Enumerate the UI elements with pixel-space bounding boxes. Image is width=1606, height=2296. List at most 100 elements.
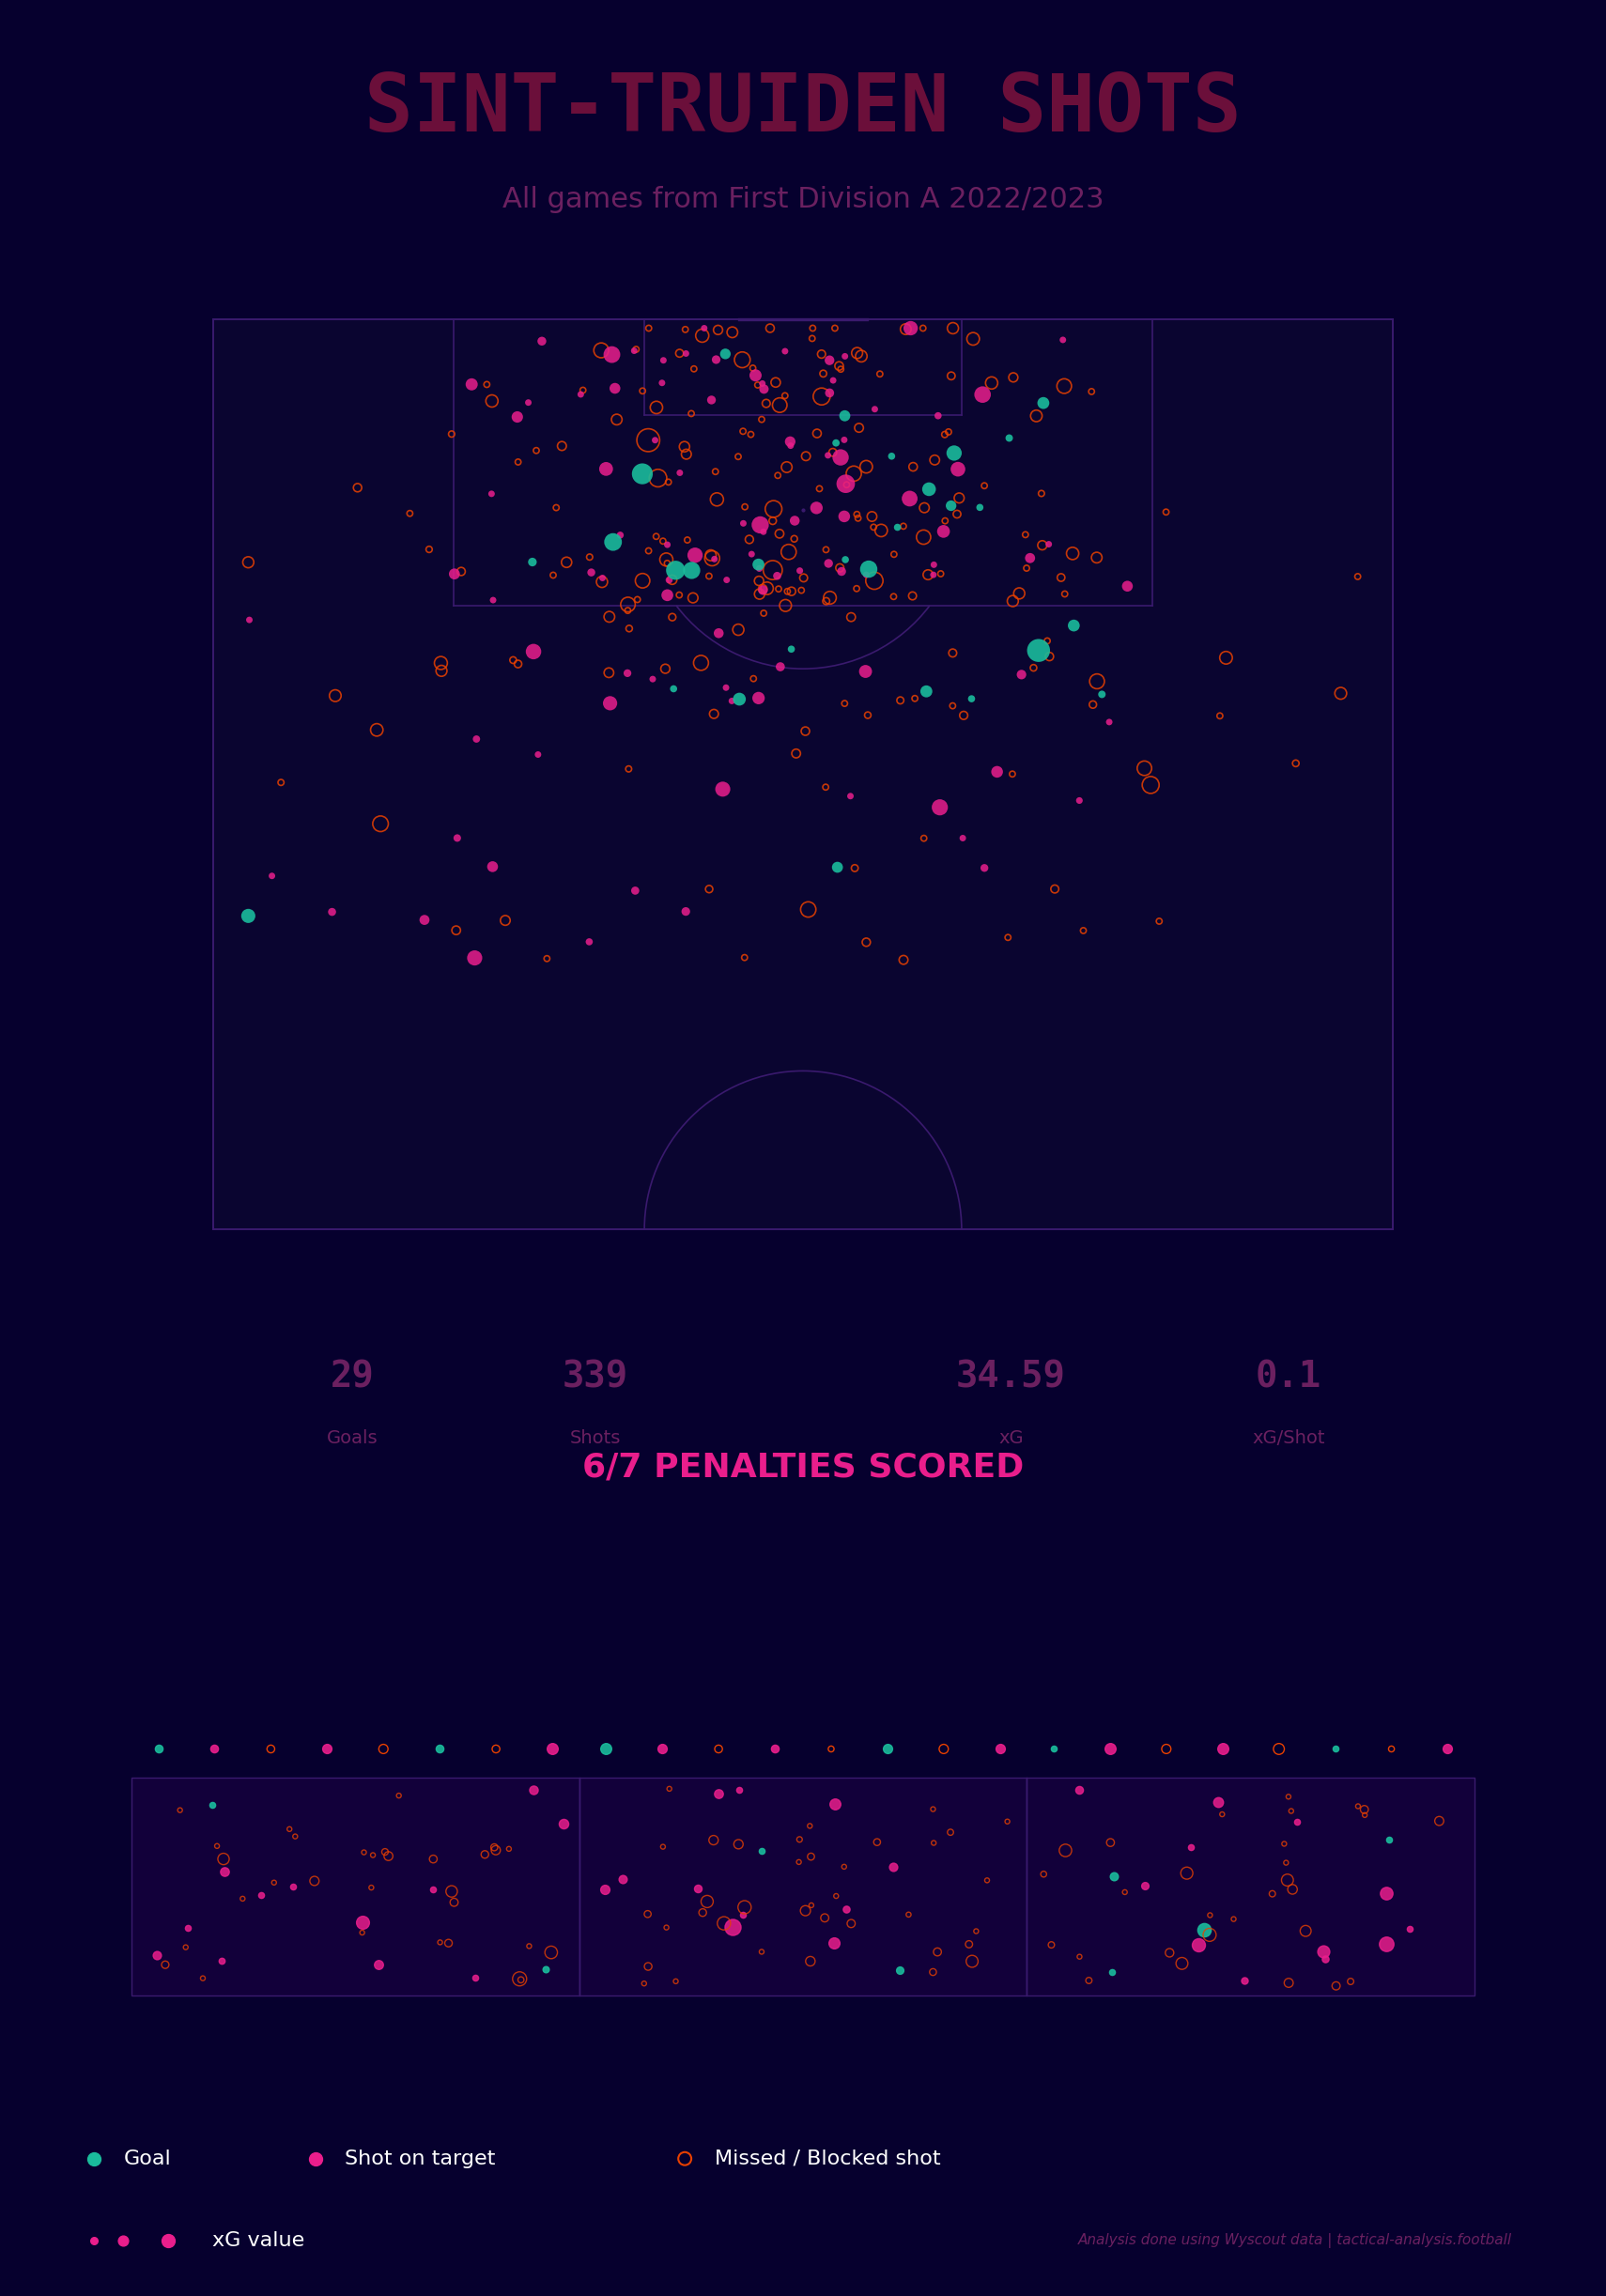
Point (443, 912, 469, 948)
Point (302, 1862, 328, 1899)
Point (1266, 1731, 1291, 1768)
Point (597, 684, 623, 721)
Point (516, 383, 541, 420)
Point (146, 1731, 172, 1768)
Point (615, 751, 641, 788)
Point (925, 397, 951, 434)
Point (657, 1770, 683, 1807)
Point (1310, 1933, 1336, 1970)
Point (593, 1871, 618, 1908)
Point (970, 377, 996, 413)
Point (1036, 526, 1062, 563)
Point (703, 482, 729, 519)
Point (1076, 1963, 1102, 2000)
Point (1052, 576, 1078, 613)
Point (1042, 870, 1068, 907)
Point (631, 1965, 657, 2002)
Point (747, 551, 772, 588)
Point (681, 351, 707, 388)
Point (445, 820, 471, 856)
Point (838, 1906, 864, 1942)
Point (540, 1731, 565, 1768)
Point (1275, 1965, 1301, 2002)
Point (506, 443, 532, 480)
Point (315, 1731, 340, 1768)
Point (813, 583, 838, 620)
Point (578, 553, 604, 590)
Point (350, 1903, 376, 1940)
Point (507, 1961, 533, 1998)
Point (236, 544, 262, 581)
Point (80, 2140, 106, 2177)
Point (705, 1775, 731, 1812)
Point (699, 381, 724, 418)
Point (861, 510, 887, 546)
Point (920, 1954, 946, 1991)
Point (479, 383, 504, 420)
Point (655, 576, 681, 613)
Point (358, 1869, 384, 1906)
Point (699, 537, 724, 574)
Point (540, 558, 565, 595)
Point (212, 1853, 238, 1890)
Point (882, 535, 907, 572)
Point (726, 682, 752, 719)
Point (663, 551, 689, 588)
Point (236, 898, 262, 934)
Point (1071, 912, 1097, 948)
Text: 34.59: 34.59 (956, 1359, 1066, 1396)
Point (853, 923, 878, 960)
Point (707, 615, 732, 652)
Point (535, 939, 560, 976)
Point (996, 918, 1021, 955)
Point (1204, 1784, 1230, 1821)
Point (964, 1913, 989, 1949)
Point (666, 335, 692, 372)
Point (654, 1910, 679, 1947)
Point (1039, 1926, 1065, 1963)
Point (615, 654, 641, 691)
Point (1009, 657, 1034, 693)
Point (891, 941, 917, 978)
Point (893, 310, 919, 347)
Point (507, 1961, 533, 1998)
Bar (1026, 1777, 1474, 1995)
Point (483, 1731, 509, 1768)
Point (543, 489, 569, 526)
Point (742, 358, 768, 395)
Point (878, 439, 904, 475)
Point (1013, 549, 1039, 585)
Point (745, 367, 771, 404)
Point (615, 585, 641, 622)
Point (782, 521, 808, 558)
Point (789, 572, 814, 608)
Point (832, 397, 858, 434)
Point (625, 581, 650, 618)
Point (901, 448, 927, 484)
Point (867, 356, 893, 393)
Point (859, 498, 885, 535)
Point (1001, 583, 1026, 620)
Point (824, 425, 850, 461)
Point (747, 576, 772, 613)
Point (760, 551, 785, 588)
Text: SINT-TRUIDEN SHOTS: SINT-TRUIDEN SHOTS (365, 71, 1241, 149)
Point (756, 310, 782, 347)
Point (750, 572, 776, 608)
Point (599, 335, 625, 372)
Point (832, 498, 858, 535)
Point (397, 496, 422, 533)
Point (748, 1933, 774, 1970)
Point (435, 1924, 461, 1961)
Point (747, 507, 772, 544)
Point (1031, 1855, 1057, 1892)
Point (1034, 622, 1060, 659)
Point (719, 315, 745, 351)
Point (777, 422, 803, 459)
Point (1275, 1862, 1301, 1899)
Point (345, 468, 371, 505)
Point (1185, 1926, 1211, 1963)
Point (249, 1876, 275, 1913)
Point (636, 1947, 662, 1984)
Point (777, 427, 803, 464)
